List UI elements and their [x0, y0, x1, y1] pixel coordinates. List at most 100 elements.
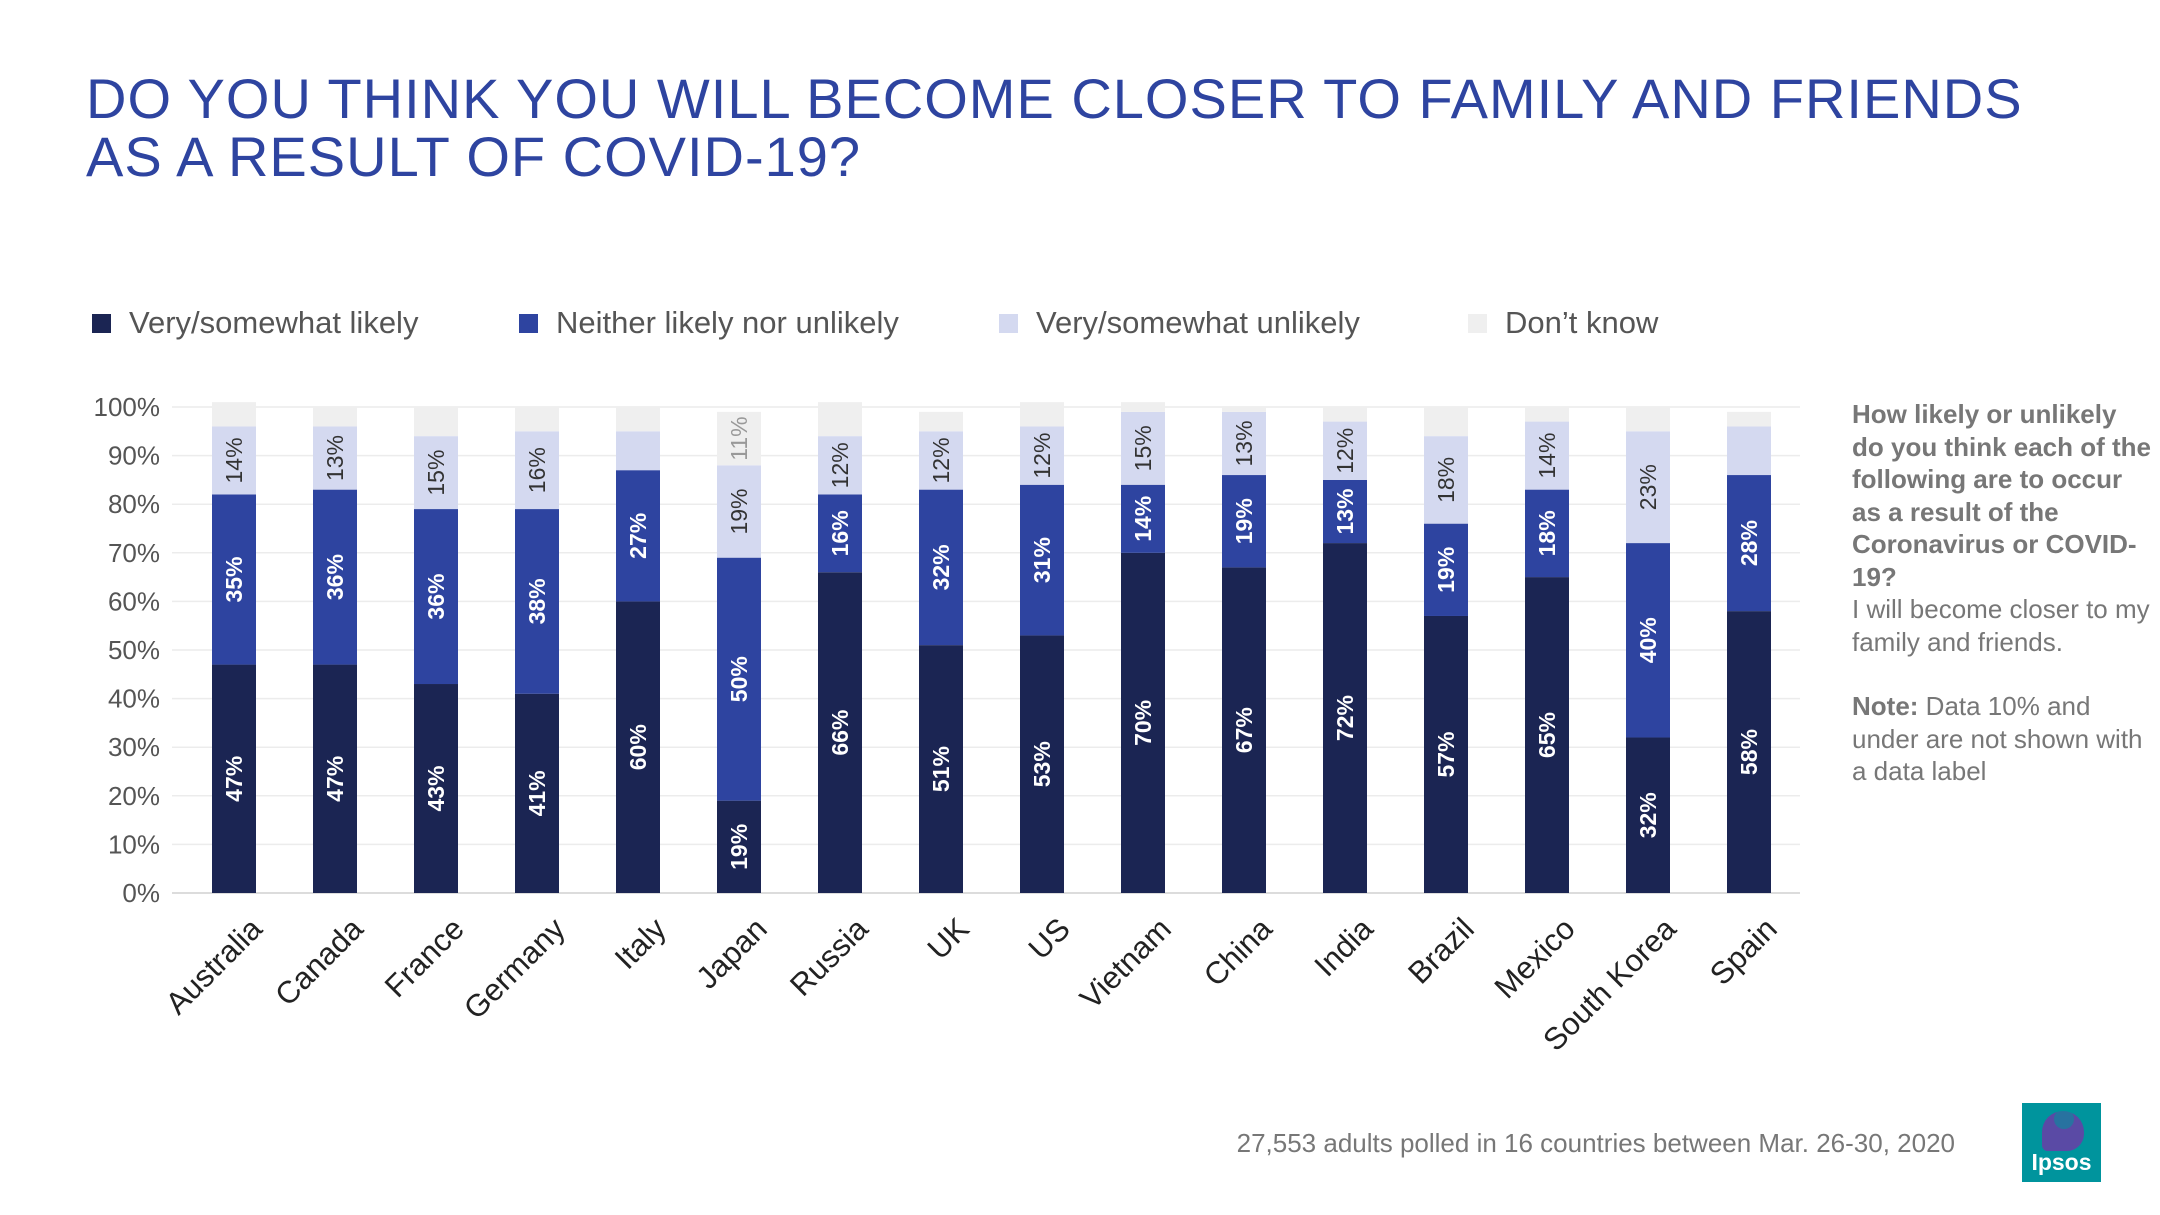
legend-label-unlikely: Very/somewhat unlikely: [1036, 305, 1360, 340]
bar-don-t-know-russia: [818, 402, 862, 437]
data-label-neither-likely-nor-unlikely-japan: 50%: [726, 656, 752, 702]
legend-item-neither: Neither likely nor unlikely: [519, 303, 899, 343]
x-tick-label-brazil: Brazil: [1401, 911, 1481, 991]
legend-label-dont-know: Don’t know: [1505, 305, 1659, 340]
bar-neither-likely-nor-unlikely-uk: [919, 489, 963, 646]
data-label-very-somewhat-unlikely-us: 12%: [1029, 433, 1055, 479]
data-label-very-somewhat-unlikely-canada: 13%: [322, 435, 348, 481]
data-label-very-somewhat-likely-germany: 41%: [524, 770, 550, 816]
x-tick-label-germany: Germany: [457, 911, 572, 1026]
x-tick-label-canada: Canada: [268, 911, 370, 1013]
x-tick-label-russia: Russia: [783, 911, 875, 1003]
data-label-very-somewhat-likely-spain: 58%: [1736, 729, 1762, 775]
bar-neither-likely-nor-unlikely-france: [414, 509, 458, 685]
data-label-very-somewhat-unlikely-mexico: 14%: [1534, 433, 1560, 479]
bar-don-t-know-brazil: [1424, 407, 1468, 437]
legend-swatch-likely: [92, 313, 111, 333]
bar-very-somewhat-unlikely-brazil: [1424, 436, 1468, 524]
data-label-very-somewhat-likely-china: 67%: [1231, 707, 1257, 753]
x-tick-label-china: China: [1197, 911, 1280, 994]
bar-very-somewhat-unlikely-russia: [818, 436, 862, 495]
bar-neither-likely-nor-unlikely-spain: [1727, 475, 1771, 612]
bar-neither-likely-nor-unlikely-russia: [818, 494, 862, 573]
footer-source: 27,553 adults polled in 16 countries bet…: [1236, 1128, 1955, 1158]
data-label-neither-likely-nor-unlikely-uk: 32%: [928, 544, 954, 590]
legend-label-likely: Very/somewhat likely: [129, 305, 419, 340]
legend-swatch-unlikely: [999, 313, 1018, 333]
data-label-very-somewhat-unlikely-australia: 14%: [221, 437, 247, 483]
data-label-very-somewhat-unlikely-brazil: 18%: [1433, 457, 1459, 503]
data-label-very-somewhat-likely-us: 53%: [1029, 741, 1055, 787]
bar-very-somewhat-unlikely-uk: [919, 431, 963, 490]
data-label-neither-likely-nor-unlikely-france: 36%: [423, 574, 449, 620]
bar-very-somewhat-unlikely-australia: [212, 426, 256, 495]
bar-neither-likely-nor-unlikely-mexico: [1525, 489, 1569, 578]
x-tick-label-us: US: [1022, 911, 1077, 966]
data-label-very-somewhat-unlikely-germany: 16%: [524, 447, 550, 493]
bar-don-t-know-spain: [1727, 411, 1771, 427]
y-tick-label: 60%: [108, 586, 160, 616]
data-label-very-somewhat-likely-brazil: 57%: [1433, 731, 1459, 777]
bar-very-somewhat-unlikely-spain: [1727, 426, 1771, 476]
data-label-neither-likely-nor-unlikely-canada: 36%: [322, 554, 348, 600]
bar-very-somewhat-unlikely-france: [414, 436, 458, 510]
bar-don-t-know-south-korea: [1626, 407, 1670, 432]
title-line-2: AS A RESULT OF COVID-19?: [86, 125, 862, 188]
legend-item-dont-know: Don’t know: [1468, 303, 1658, 343]
bar-neither-likely-nor-unlikely-japan: [717, 557, 761, 801]
data-label-very-somewhat-likely-japan: 19%: [726, 824, 752, 870]
side-note: How likely or unlikely do you think each…: [1852, 398, 2152, 788]
y-tick-label: 80%: [108, 489, 160, 519]
bar-don-t-know-germany: [515, 407, 559, 432]
x-tick-label-mexico: Mexico: [1488, 911, 1582, 1005]
y-tick-label: 70%: [108, 538, 160, 568]
data-label-very-somewhat-likely-italy: 60%: [625, 724, 651, 770]
data-label-neither-likely-nor-unlikely-brazil: 19%: [1433, 547, 1459, 593]
bar-very-somewhat-unlikely-india: [1323, 421, 1367, 480]
data-label-neither-likely-nor-unlikely-south-korea: 40%: [1635, 617, 1661, 663]
legend-item-unlikely: Very/somewhat unlikely: [999, 303, 1360, 343]
bar-don-t-know-japan: [717, 411, 761, 466]
bar-very-somewhat-unlikely-south-korea: [1626, 431, 1670, 544]
data-label-neither-likely-nor-unlikely-australia: 35%: [221, 557, 247, 603]
data-label-neither-likely-nor-unlikely-us: 31%: [1029, 537, 1055, 583]
data-label-very-somewhat-likely-mexico: 65%: [1534, 712, 1560, 758]
data-label-don-t-know-japan: 11%: [726, 416, 752, 460]
bar-neither-likely-nor-unlikely-vietnam: [1121, 484, 1165, 553]
data-label-very-somewhat-likely-india: 72%: [1332, 695, 1358, 741]
x-tick-label-spain: Spain: [1703, 911, 1784, 992]
data-label-neither-likely-nor-unlikely-mexico: 18%: [1534, 510, 1560, 556]
data-label-neither-likely-nor-unlikely-germany: 38%: [524, 578, 550, 624]
bar-neither-likely-nor-unlikely-australia: [212, 494, 256, 665]
y-tick-label: 40%: [108, 684, 160, 714]
title-line-1: DO YOU THINK YOU WILL BECOME CLOSER TO F…: [86, 67, 2023, 130]
bar-very-somewhat-likely-india: [1323, 543, 1367, 893]
survey-statement: I will become closer to my family and fr…: [1852, 594, 2150, 657]
x-tick-label-italy: Italy: [608, 911, 673, 976]
bar-very-somewhat-unlikely-china: [1222, 411, 1266, 476]
legend-swatch-dont-know: [1468, 313, 1487, 333]
data-label-very-somewhat-unlikely-india: 12%: [1332, 428, 1358, 474]
page-title: DO YOU THINK YOU WILL BECOME CLOSER TO F…: [86, 70, 2086, 186]
bar-very-somewhat-likely-us: [1020, 635, 1064, 893]
bar-very-somewhat-likely-germany: [515, 693, 559, 893]
bar-very-somewhat-likely-canada: [313, 664, 357, 893]
y-tick-label: 100%: [94, 392, 161, 422]
logo-text: Ipsos: [2031, 1149, 2092, 1175]
data-label-very-somewhat-unlikely-russia: 12%: [827, 442, 853, 488]
bar-very-somewhat-likely-japan: [717, 800, 761, 893]
bar-very-somewhat-unlikely-germany: [515, 431, 559, 510]
bar-very-somewhat-likely-australia: [212, 664, 256, 893]
bar-very-somewhat-unlikely-vietnam: [1121, 411, 1165, 485]
bar-very-somewhat-likely-south-korea: [1626, 737, 1670, 893]
bar-neither-likely-nor-unlikely-italy: [616, 470, 660, 602]
data-label-neither-likely-nor-unlikely-china: 19%: [1231, 498, 1257, 544]
legend-label-neither: Neither likely nor unlikely: [556, 305, 899, 340]
x-tick-label-japan: Japan: [689, 911, 773, 995]
legend-swatch-neither: [519, 313, 538, 333]
bar-very-somewhat-likely-italy: [616, 601, 660, 893]
bar-don-t-know-china: [1222, 407, 1266, 412]
y-tick-label: 10%: [108, 829, 160, 859]
bar-neither-likely-nor-unlikely-south-korea: [1626, 543, 1670, 738]
data-label-very-somewhat-likely-australia: 47%: [221, 756, 247, 802]
